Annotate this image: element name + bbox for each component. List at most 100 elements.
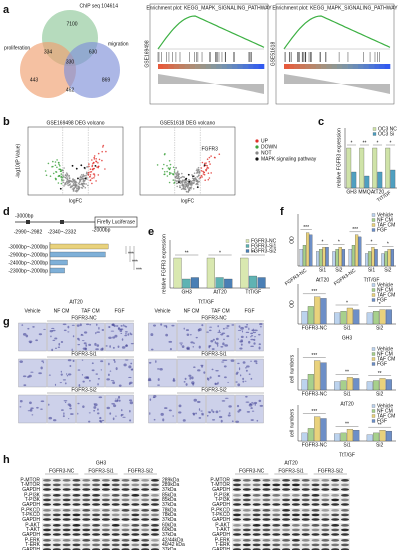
blot-band (151, 533, 159, 536)
cell-stain (181, 345, 185, 349)
cell-stain (125, 325, 128, 328)
band-label: P-AKT (25, 523, 40, 529)
blot-band (62, 498, 71, 502)
cell-stain (231, 324, 235, 326)
blot-band (92, 509, 101, 512)
cell-stain (189, 376, 192, 380)
cell-stain (248, 373, 251, 376)
cell-stain (206, 331, 209, 333)
blot-band (233, 518, 241, 521)
blot-band (101, 533, 110, 536)
bar (385, 379, 392, 391)
blot-band (62, 539, 71, 542)
volcano-dot (98, 165, 100, 168)
blot-band (141, 513, 150, 517)
panel-label: f (280, 206, 284, 218)
volcano-dot (175, 167, 177, 169)
gsea-title: Enrichment plot: KEGG_MAPK_SIGNALING_PAT… (272, 5, 398, 11)
rank-gradient (158, 64, 164, 69)
blot-band (291, 494, 300, 497)
cell-stain (100, 348, 104, 351)
rank-gradient (289, 64, 295, 69)
cell-stain (95, 373, 99, 375)
volcano-dot (62, 181, 65, 184)
blot-band (311, 494, 320, 497)
volcano-dot (91, 159, 93, 161)
bar (301, 432, 308, 442)
blot-band (72, 543, 81, 547)
volcano-dot (198, 170, 201, 173)
volcano-dot (80, 175, 82, 178)
cell-stain (168, 409, 172, 412)
blot-band (121, 539, 130, 542)
volcano-dot (198, 178, 200, 180)
column-label: TAF CM (81, 308, 99, 314)
blot-band (233, 488, 241, 491)
volcano-dot (198, 169, 200, 171)
cell-stain (201, 324, 204, 327)
bar (371, 247, 375, 267)
sig-label: *** (311, 353, 317, 359)
blot-band (131, 528, 140, 532)
cell-stain (189, 334, 192, 336)
volcano-dot (101, 150, 103, 153)
cell-stain (180, 344, 183, 346)
bar (340, 311, 347, 325)
bar (355, 234, 359, 267)
blot-band (311, 543, 320, 547)
cell-stain (107, 373, 110, 376)
pathway-dot (75, 167, 78, 170)
blot-band (331, 498, 340, 502)
volcano-dot (192, 182, 194, 184)
cell-stain (63, 400, 68, 402)
x-tick-label: GH3 (182, 289, 193, 295)
blot-band (131, 524, 140, 527)
blot-band (121, 483, 130, 487)
column-label: FGF (115, 308, 125, 314)
blot-band (341, 513, 349, 517)
sig-label: *** (311, 289, 317, 295)
volcano-dot (102, 146, 104, 148)
blot-band (151, 483, 159, 487)
cell-stain (224, 344, 229, 347)
blot-band (82, 509, 91, 512)
cell-stain (125, 332, 127, 335)
cell-stain (81, 373, 84, 376)
legend-label: FGF (377, 361, 387, 367)
cell-stain (128, 376, 132, 379)
volcano-dot (172, 179, 175, 181)
blot-band (291, 509, 300, 512)
blot-band (282, 539, 291, 542)
blot-band (252, 479, 261, 482)
cell-stain (258, 346, 261, 350)
blot-band (252, 488, 261, 491)
cell-stain (221, 361, 225, 363)
cell-stain (38, 372, 42, 375)
blot-band (111, 539, 120, 542)
volcano-dot (176, 177, 178, 179)
volcano-dot (90, 171, 93, 173)
volcano-dot (184, 188, 187, 191)
blot-strip (232, 542, 350, 547)
cell-stain (153, 395, 157, 398)
volcano-dot (87, 184, 89, 187)
blot-band (101, 543, 110, 547)
blot-band (131, 503, 140, 506)
bar (366, 381, 373, 391)
blot-band (151, 509, 159, 512)
volcano-dot (205, 162, 207, 164)
blot-band (43, 509, 51, 512)
cell-stain (244, 325, 248, 328)
volcano-dot (185, 183, 187, 185)
blot-band (111, 528, 120, 532)
volcano-dot (206, 166, 209, 169)
volcano-dot (183, 183, 186, 185)
cell-stain (182, 419, 186, 422)
y-tick-label: -3000bp~-2000bp (8, 244, 48, 250)
volcano-dot (195, 169, 198, 172)
blot-band (242, 494, 251, 497)
sig-label: *** (136, 267, 142, 273)
volcano-dot (91, 177, 93, 180)
volcano-dot (202, 173, 205, 175)
cell-stain (62, 415, 65, 418)
